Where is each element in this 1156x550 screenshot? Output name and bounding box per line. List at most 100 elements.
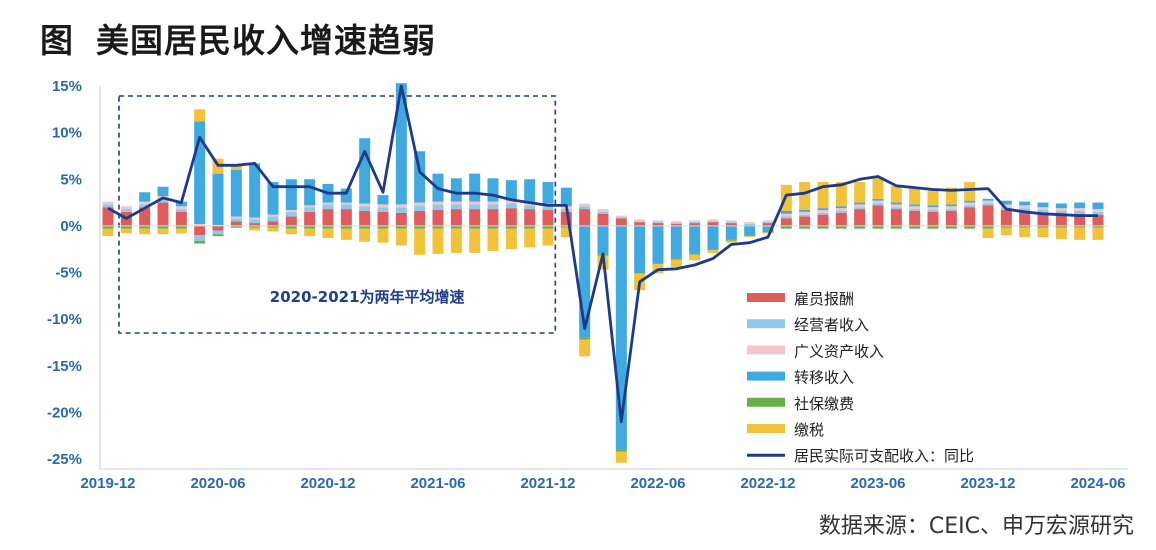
bar-taxes-2022-04	[615, 451, 627, 463]
bar-social_insurance-2020-05	[194, 240, 206, 244]
bar-business_income-2023-06	[872, 203, 884, 206]
bar-taxes-2020-07	[230, 164, 242, 170]
bar-social_insurance-2021-11	[524, 225, 536, 229]
legend-swatch-social_insurance	[747, 397, 785, 407]
bar-asset_income-2022-07	[670, 221, 682, 224]
chart-title: 图美国居民收入增速趋弱	[40, 14, 436, 62]
bar-social_insurance-2021-07	[450, 225, 462, 229]
bar-transfer_income-2021-01	[340, 188, 352, 203]
bar-taxes-2023-07	[890, 185, 902, 203]
bar-social_insurance-2022-09	[707, 249, 719, 251]
bar-social_insurance-2024-05	[1074, 225, 1086, 228]
bar-asset_income-2022-10	[725, 220, 737, 223]
bar-employee_comp-2024-05	[1074, 213, 1086, 226]
bar-employee_comp-2023-08	[909, 210, 921, 226]
bar-employee_comp-2022-08	[689, 223, 701, 226]
bar-business_income-2020-06	[212, 230, 224, 235]
bar-asset_income-2023-02	[799, 211, 811, 215]
legend-swatch-business_income	[747, 319, 785, 329]
bar-taxes-2022-02	[579, 339, 591, 357]
bar-asset_income-2023-12	[982, 200, 994, 204]
bar-employee_comp-2020-11	[304, 211, 316, 226]
bar-employee_comp-2020-03	[157, 202, 169, 226]
bar-transfer_income-2021-02	[359, 138, 371, 204]
legend-swatch-transfer_income	[747, 371, 785, 381]
bar-business_income-2023-10	[945, 209, 957, 211]
bar-employee_comp-2020-08	[249, 223, 261, 226]
bar-asset_income-2024-06	[1092, 209, 1104, 212]
bar-asset_income-2020-08	[249, 217, 261, 220]
bar-asset_income-2023-05	[854, 204, 866, 208]
bar-employee_comp-2022-06	[652, 223, 664, 226]
bar-business_income-2023-11	[964, 205, 976, 208]
bar-employee_comp-2021-01	[340, 209, 352, 226]
bar-transfer_income-2022-01	[560, 187, 572, 207]
bar-employee_comp-2022-01	[560, 211, 572, 226]
bar-employee_comp-2021-11	[524, 209, 536, 226]
bar-employee_comp-2021-06	[432, 210, 444, 226]
bar-taxes-2021-08	[469, 228, 481, 253]
bar-employee_comp-2023-10	[945, 210, 957, 226]
bar-transfer_income-2023-07	[890, 202, 902, 205]
bar-social_insurance-2023-10	[945, 225, 957, 229]
legend-label-business_income: 经营者收入	[794, 316, 869, 334]
legend-swatch-taxes	[747, 424, 785, 433]
bar-taxes-2021-12	[542, 228, 554, 246]
bar-transfer_income-2021-12	[542, 182, 554, 204]
bar-business_income-2024-03	[1037, 210, 1049, 213]
bar-social_insurance-2021-08	[469, 225, 481, 229]
bar-taxes-2020-10	[285, 228, 297, 235]
bar-transfer_income-2022-08	[689, 225, 701, 254]
bar-employee_comp-2021-03	[377, 211, 389, 226]
bar-taxes-2021-01	[340, 228, 352, 240]
bar-transfer_income-2020-02	[139, 192, 151, 202]
bar-asset_income-2024-02	[1019, 205, 1031, 209]
bar-business_income-2022-12	[762, 222, 774, 224]
x-tick-label: 2019-12	[80, 475, 135, 492]
bar-employee_comp-2019-12	[102, 207, 114, 226]
bar-taxes-2023-02	[799, 182, 811, 211]
bar-social_insurance-2020-01	[120, 225, 132, 229]
bar-social_insurance-2021-05	[414, 225, 426, 229]
source-note: 数据来源：CEIC、申万宏源研究	[818, 514, 1134, 539]
bar-transfer_income-2023-10	[945, 204, 957, 207]
bar-taxes-2022-01	[560, 227, 572, 238]
bar-taxes-2023-11	[964, 182, 976, 201]
bar-employee_comp-2021-04	[395, 212, 407, 226]
bar-taxes-2022-09	[707, 250, 719, 253]
y-tick-label: -20%	[47, 404, 82, 421]
bar-asset_income-2023-06	[872, 200, 884, 204]
bar-business_income-2022-04	[615, 217, 627, 219]
bar-taxes-2020-12	[322, 228, 334, 238]
bar-employee_comp-2023-06	[872, 205, 884, 226]
bar-transfer_income-2020-09	[267, 182, 279, 215]
bar-asset_income-2021-03	[377, 204, 389, 208]
legend-label-employee_comp: 雇员报酬	[794, 290, 854, 308]
bar-business_income-2023-07	[890, 207, 902, 210]
bar-employee_comp-2020-10	[285, 216, 297, 226]
bar-taxes-2020-08	[249, 227, 261, 231]
bar-asset_income-2020-11	[304, 205, 316, 208]
bar-employee_comp-2024-03	[1037, 212, 1049, 226]
y-tick-label: 10%	[52, 125, 82, 142]
y-tick-label: -10%	[47, 311, 82, 328]
bar-employee_comp-2022-12	[762, 223, 774, 226]
bar-transfer_income-2023-12	[982, 198, 994, 201]
bar-business_income-2021-03	[377, 207, 389, 212]
bar-asset_income-2021-06	[432, 201, 444, 205]
bar-business_income-2020-01	[120, 209, 132, 212]
bar-employee_comp-2023-01	[780, 218, 792, 226]
bar-transfer_income-2021-10	[505, 180, 517, 201]
bar-social_insurance-2021-03	[377, 225, 389, 229]
bar-employee_comp-2021-09	[487, 209, 499, 226]
bar-asset_income-2022-03	[597, 209, 609, 212]
bar-employee_comp-2022-10	[725, 223, 737, 226]
bar-employee_comp-2023-03	[817, 214, 829, 226]
bar-taxes-2021-03	[377, 228, 389, 243]
bar-asset_income-2024-03	[1037, 207, 1049, 211]
bar-transfer_income-2021-05	[414, 151, 426, 203]
bar-transfer_income-2021-09	[487, 178, 499, 202]
bar-business_income-2024-05	[1074, 210, 1086, 214]
bar-asset_income-2022-06	[652, 220, 664, 223]
